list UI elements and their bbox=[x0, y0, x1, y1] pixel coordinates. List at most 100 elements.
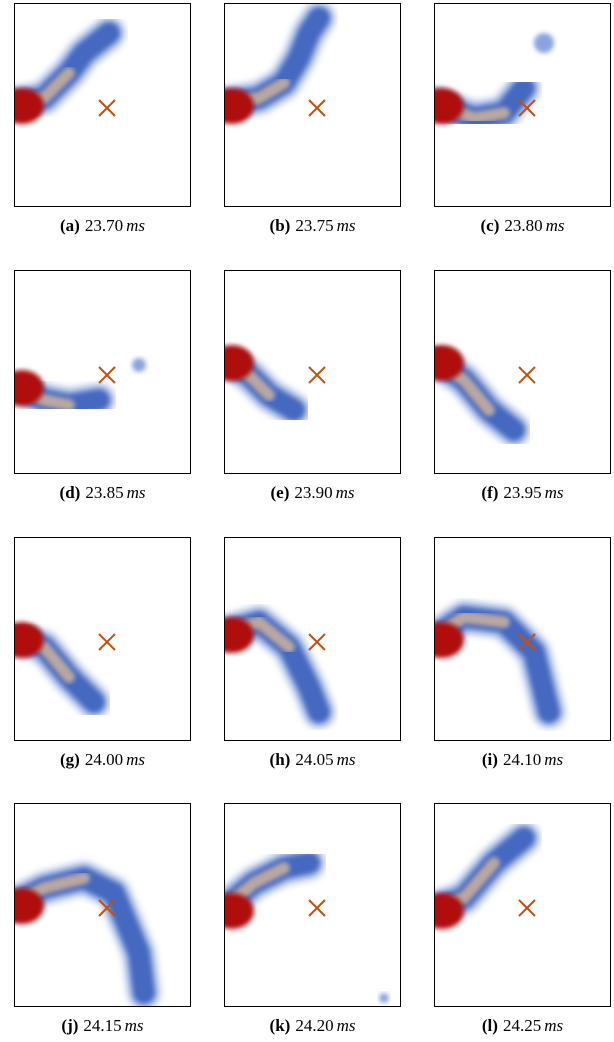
plume-fragment bbox=[132, 358, 146, 372]
caption-label: (a) bbox=[60, 216, 80, 235]
caption-time: 24.25 bbox=[503, 1016, 541, 1035]
panel-frame bbox=[14, 3, 191, 207]
caption-unit: ms bbox=[544, 750, 563, 769]
plot bbox=[14, 622, 109, 717]
plume-hot bbox=[434, 893, 464, 929]
caption-unit: ms bbox=[127, 483, 146, 502]
caption: (g) 24.00 ms bbox=[60, 750, 145, 769]
caption-label: (b) bbox=[270, 216, 291, 235]
target-marker bbox=[308, 633, 326, 651]
caption-unit: ms bbox=[126, 750, 145, 769]
plot bbox=[14, 358, 146, 420]
caption-label: (h) bbox=[270, 750, 291, 769]
caption: (h) 24.05 ms bbox=[270, 750, 356, 769]
target-marker bbox=[518, 366, 536, 384]
caption: (d) 23.85 ms bbox=[60, 483, 146, 502]
panel-frame bbox=[224, 803, 401, 1007]
caption: (f) 23.95 ms bbox=[481, 483, 564, 502]
panel-frame bbox=[434, 803, 611, 1007]
panel: (b) 23.75 ms bbox=[224, 3, 401, 235]
caption-time: 23.75 bbox=[295, 216, 333, 235]
panel: (h) 24.05 ms bbox=[224, 537, 401, 769]
plume-hot bbox=[224, 345, 254, 381]
panel: (j) 24.15 ms bbox=[14, 803, 191, 1035]
panel-frame bbox=[224, 537, 401, 741]
caption-time: 24.10 bbox=[503, 750, 541, 769]
caption-unit: ms bbox=[126, 216, 145, 235]
panel-frame bbox=[434, 537, 611, 741]
caption-label: (k) bbox=[270, 1016, 291, 1035]
caption-label: (j) bbox=[61, 1016, 78, 1035]
caption-time: 24.15 bbox=[83, 1016, 121, 1035]
caption-unit: ms bbox=[544, 1016, 563, 1035]
caption-label: (g) bbox=[60, 750, 80, 769]
caption-unit: ms bbox=[337, 1016, 356, 1035]
plume-hot bbox=[224, 617, 254, 653]
panel-frame bbox=[434, 3, 611, 207]
target-marker bbox=[98, 899, 116, 917]
target-marker bbox=[308, 366, 326, 384]
target-marker bbox=[308, 99, 326, 117]
plot bbox=[434, 345, 529, 445]
caption-label: (i) bbox=[482, 750, 498, 769]
caption-time: 23.95 bbox=[503, 483, 541, 502]
plot bbox=[434, 823, 539, 929]
plume-hot bbox=[14, 370, 44, 406]
plot bbox=[224, 345, 309, 425]
caption-time: 23.70 bbox=[85, 216, 123, 235]
panel-frame bbox=[434, 270, 611, 474]
plume-hot bbox=[224, 893, 254, 929]
target-marker bbox=[308, 899, 326, 917]
panel-frame bbox=[224, 270, 401, 474]
caption-time: 24.00 bbox=[85, 750, 123, 769]
target-marker bbox=[518, 633, 536, 651]
caption-unit: ms bbox=[336, 483, 355, 502]
plume-hot bbox=[434, 88, 464, 124]
plot bbox=[14, 863, 159, 1007]
caption-time: 23.80 bbox=[504, 216, 542, 235]
caption-unit: ms bbox=[337, 216, 356, 235]
panel: (i) 24.10 ms bbox=[434, 537, 611, 769]
plot bbox=[14, 18, 124, 124]
caption: (c) 23.80 ms bbox=[480, 216, 564, 235]
target-marker bbox=[518, 899, 536, 917]
caption-time: 24.20 bbox=[295, 1016, 333, 1035]
panel: (c) 23.80 ms bbox=[434, 3, 611, 235]
caption: (i) 24.10 ms bbox=[482, 750, 564, 769]
caption-time: 23.90 bbox=[294, 483, 332, 502]
panel-frame bbox=[14, 270, 191, 474]
plot bbox=[224, 607, 334, 727]
plume-hot bbox=[14, 622, 44, 658]
panel: (g) 24.00 ms bbox=[14, 537, 191, 769]
plume-hot bbox=[224, 88, 254, 124]
panel: (e) 23.90 ms bbox=[224, 270, 401, 502]
caption: (k) 24.20 ms bbox=[270, 1016, 356, 1035]
panel: (a) 23.70 ms bbox=[14, 3, 191, 235]
plume-fragment bbox=[379, 993, 389, 1003]
plume-hot bbox=[434, 622, 464, 658]
caption-unit: ms bbox=[337, 750, 356, 769]
panel: (k) 24.20 ms bbox=[224, 803, 401, 1035]
panel-frame bbox=[224, 3, 401, 207]
caption: (a) 23.70 ms bbox=[60, 216, 145, 235]
target-marker bbox=[98, 633, 116, 651]
panel-frame bbox=[14, 537, 191, 741]
plot bbox=[224, 848, 389, 1003]
caption-time: 23.85 bbox=[85, 483, 123, 502]
panel: (l) 24.25 ms bbox=[434, 803, 611, 1035]
panel-frame bbox=[14, 803, 191, 1007]
caption-label: (f) bbox=[481, 483, 498, 502]
caption-unit: ms bbox=[546, 216, 565, 235]
target-marker bbox=[518, 99, 536, 117]
caption-label: (d) bbox=[60, 483, 81, 502]
caption-label: (c) bbox=[480, 216, 499, 235]
target-marker bbox=[98, 366, 116, 384]
plume-hot bbox=[434, 345, 464, 381]
caption-unit: ms bbox=[545, 483, 564, 502]
caption-label: (l) bbox=[482, 1016, 498, 1035]
plot bbox=[434, 33, 554, 133]
caption: (l) 24.25 ms bbox=[482, 1016, 564, 1035]
caption-unit: ms bbox=[125, 1016, 144, 1035]
caption-label: (e) bbox=[270, 483, 289, 502]
